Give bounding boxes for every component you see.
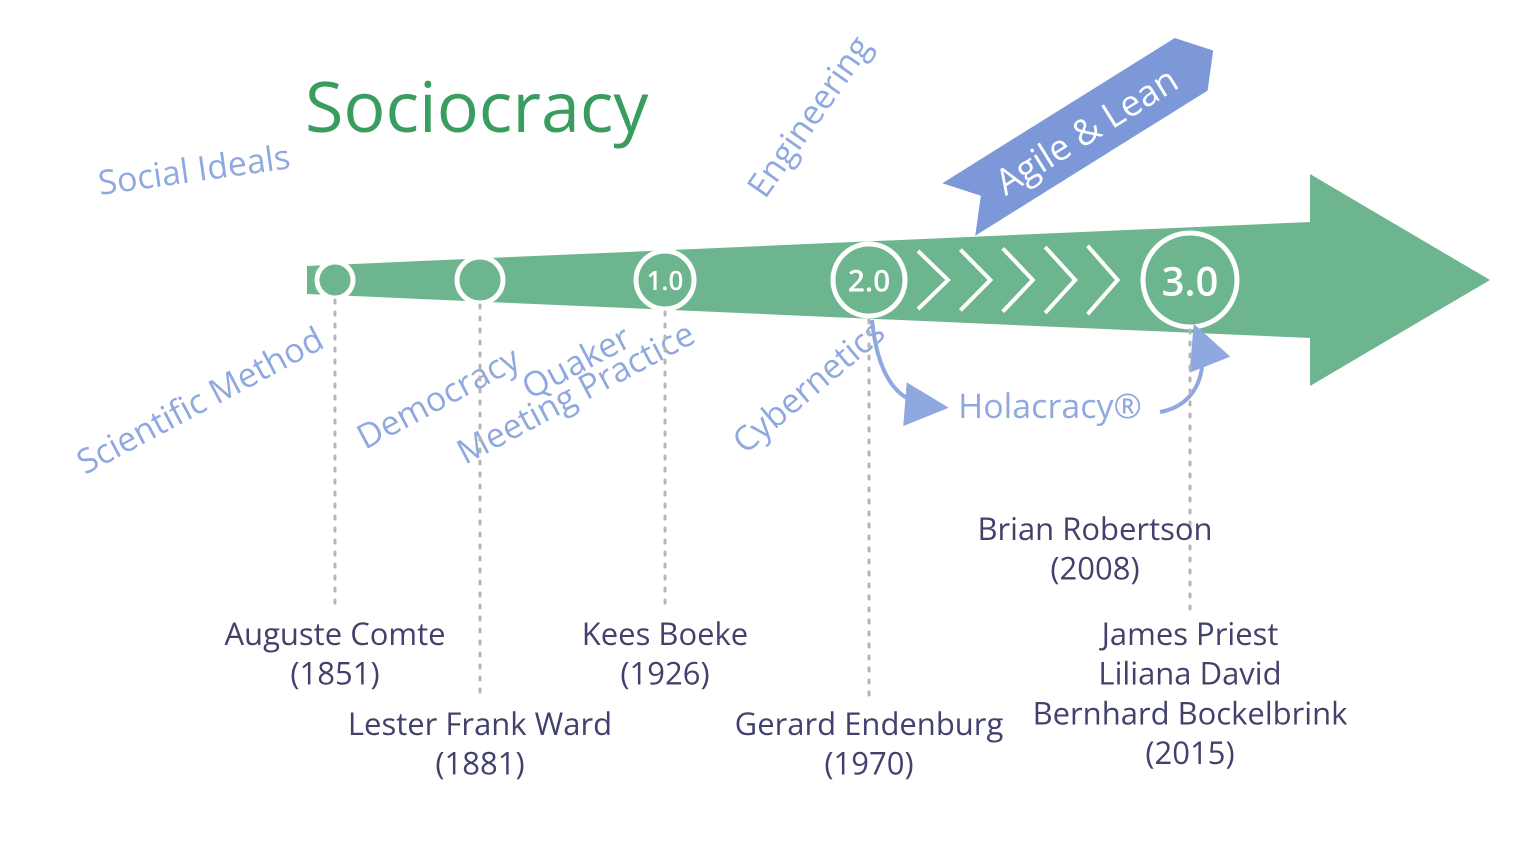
person-line: Brian Robertson <box>977 508 1212 550</box>
influence-label: Engineering <box>736 26 881 206</box>
person-entry: Lester Frank Ward(1881) <box>348 703 612 785</box>
person-line: Gerard Endenburg <box>735 703 1004 745</box>
person-entry: Brian Robertson(2008) <box>977 508 1212 590</box>
person-line: Auguste Comte <box>224 613 445 655</box>
timeline-node-label: 1.0 <box>647 262 684 298</box>
timeline-node <box>457 257 503 303</box>
person-line: Lester Frank Ward <box>348 703 612 745</box>
person-line: James Priest <box>1099 613 1279 655</box>
branch-in-arrow <box>1160 332 1202 412</box>
person-line: Liliana David <box>1098 653 1281 695</box>
person-line: (1970) <box>824 743 913 785</box>
agile-lean-label: Agile & Lean <box>985 54 1186 205</box>
person-line: (1851) <box>290 653 379 695</box>
timeline-node-label: 3.0 <box>1162 253 1219 308</box>
person-entry: Kees Boeke(1926) <box>582 613 748 695</box>
agile-lean-banner: Agile & Lean <box>942 24 1229 236</box>
branch-label: Holacracy® <box>958 382 1142 428</box>
person-entry: Gerard Endenburg(1970) <box>735 703 1004 785</box>
person-line: (2008) <box>1050 548 1139 590</box>
person-line: Kees Boeke <box>582 613 748 655</box>
influence-label: Social Ideals <box>95 132 293 204</box>
person-line: (1881) <box>435 743 524 785</box>
timeline-node-label: 2.0 <box>848 260 891 301</box>
person-entry: James PriestLiliana DavidBernhard Bockel… <box>1033 613 1349 774</box>
person-line: Bernhard Bockelbrink <box>1033 692 1349 734</box>
person-line: (2015) <box>1145 732 1234 774</box>
timeline-node <box>317 262 353 298</box>
person-entry: Auguste Comte(1851) <box>224 613 445 695</box>
person-line: (1926) <box>620 653 709 695</box>
influence-label: Scientific Method <box>68 315 331 484</box>
diagram-title: Sociocracy <box>305 57 649 153</box>
